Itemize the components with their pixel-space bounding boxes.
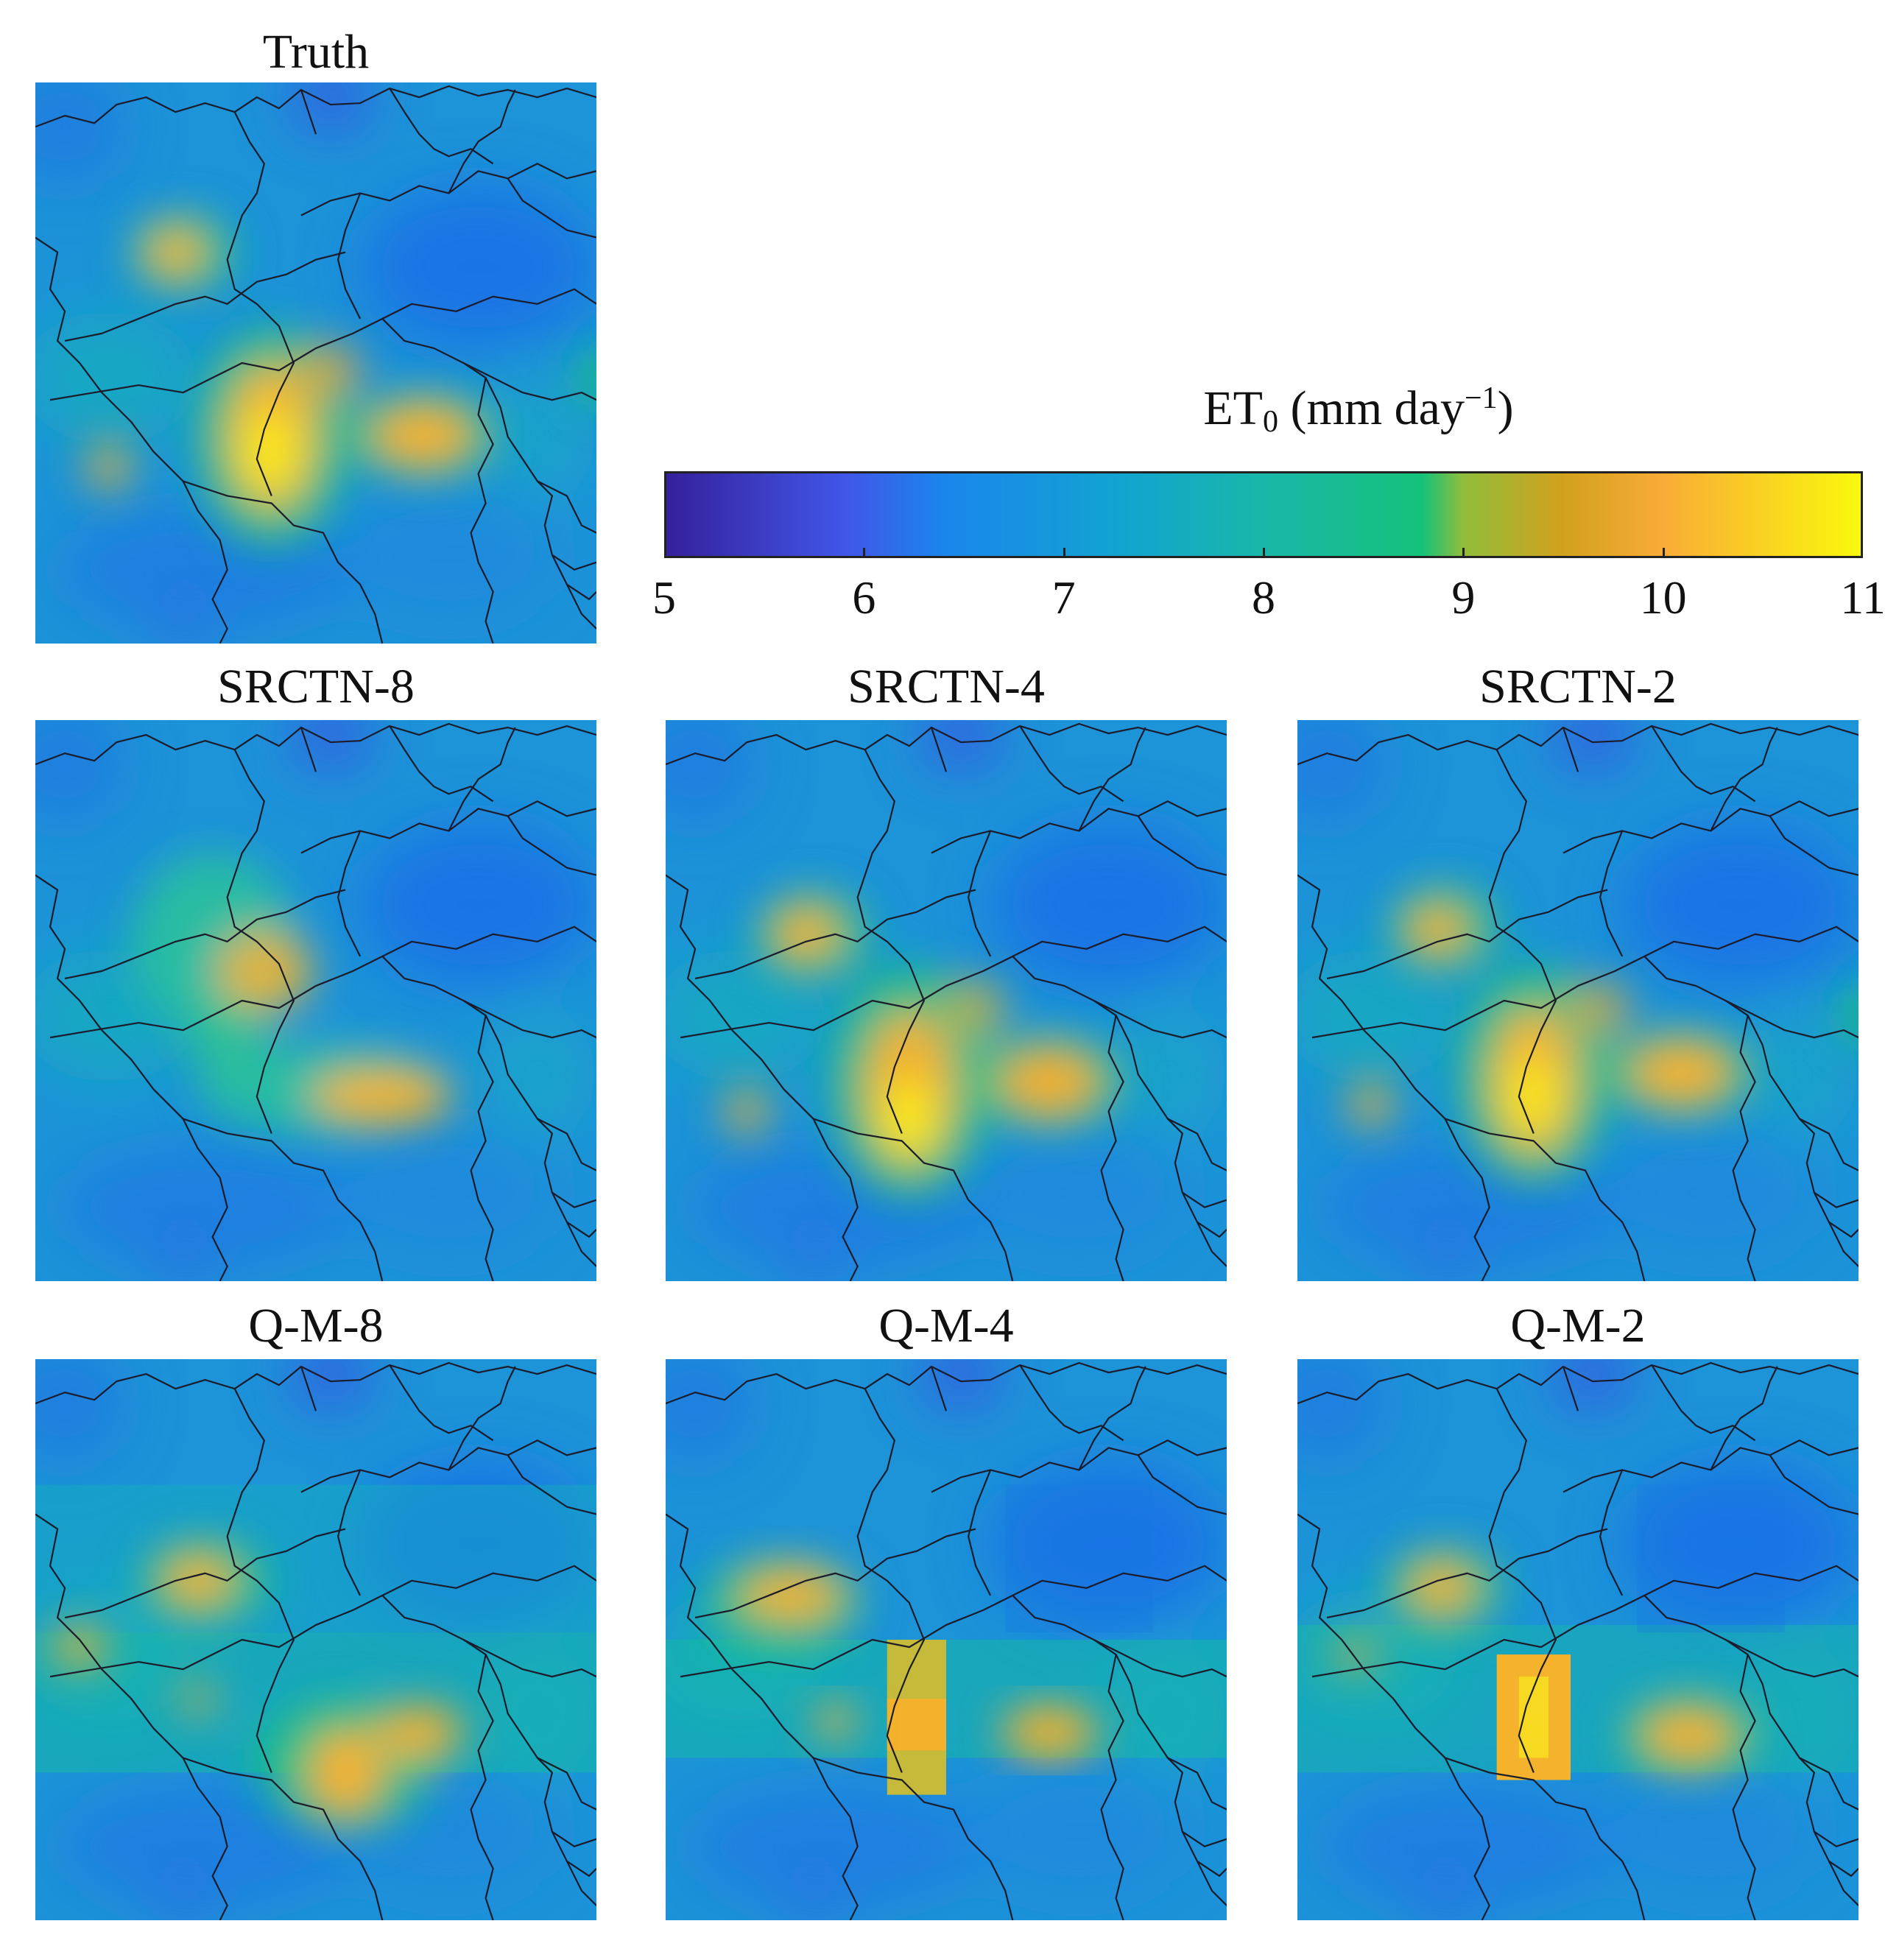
panel-title-qm2: Q-M-2 bbox=[1510, 1299, 1646, 1353]
map-truth bbox=[35, 82, 596, 644]
colorbar-tick-label: 5 bbox=[652, 571, 676, 624]
colorbar-tick-label: 7 bbox=[1051, 571, 1076, 624]
panel-title-qm8: Q-M-8 bbox=[248, 1299, 384, 1353]
panel-title-qm4: Q-M-4 bbox=[878, 1299, 1014, 1353]
colorbar-label-mid: (mm day bbox=[1278, 381, 1465, 435]
colorbar-tick-label: 10 bbox=[1639, 571, 1687, 624]
map-srctn2-svg bbox=[1297, 720, 1859, 1281]
map-truth-svg bbox=[35, 82, 596, 644]
colorbar-title: ET0 (mm day−1) bbox=[810, 383, 1899, 437]
colorbar-label-main: ET bbox=[1203, 381, 1263, 435]
colorbar-tick-mark bbox=[1662, 548, 1665, 558]
map-qm4-svg bbox=[666, 1359, 1227, 1920]
map-qm2-svg bbox=[1297, 1359, 1859, 1920]
panel-title-srctn8: SRCTN-8 bbox=[217, 660, 415, 713]
map-srctn2 bbox=[1297, 720, 1859, 1281]
colorbar bbox=[664, 471, 1863, 558]
colorbar-label-sup: −1 bbox=[1464, 381, 1498, 415]
colorbar-tick-mark bbox=[1462, 548, 1465, 558]
panel-title-srctn4: SRCTN-4 bbox=[848, 660, 1045, 713]
colorbar-label-sub: 0 bbox=[1263, 405, 1278, 439]
colorbar-tick-label: 6 bbox=[852, 571, 876, 624]
colorbar-tick-label: 8 bbox=[1252, 571, 1275, 624]
map-qm8 bbox=[35, 1359, 596, 1920]
colorbar-tick-label: 11 bbox=[1840, 571, 1886, 624]
colorbar-tick-mark bbox=[863, 548, 866, 558]
map-srctn8-svg bbox=[35, 720, 596, 1281]
colorbar-ticks: 5 6 7 8 9 10 11 bbox=[652, 471, 1886, 621]
colorbar-tick-mark bbox=[1263, 548, 1265, 558]
panel-title-srctn2: SRCTN-2 bbox=[1479, 660, 1677, 713]
map-srctn8 bbox=[35, 720, 596, 1281]
colorbar-tick-mark bbox=[1063, 548, 1065, 558]
map-srctn4 bbox=[666, 720, 1227, 1281]
map-qm8-svg bbox=[35, 1359, 596, 1920]
panel-title-truth: Truth bbox=[262, 25, 370, 79]
colorbar-tick-label: 9 bbox=[1451, 571, 1476, 624]
map-qm4 bbox=[666, 1359, 1227, 1920]
map-srctn4-svg bbox=[666, 720, 1227, 1281]
map-qm2 bbox=[1297, 1359, 1859, 1920]
colorbar-label-end: ) bbox=[1497, 381, 1514, 435]
